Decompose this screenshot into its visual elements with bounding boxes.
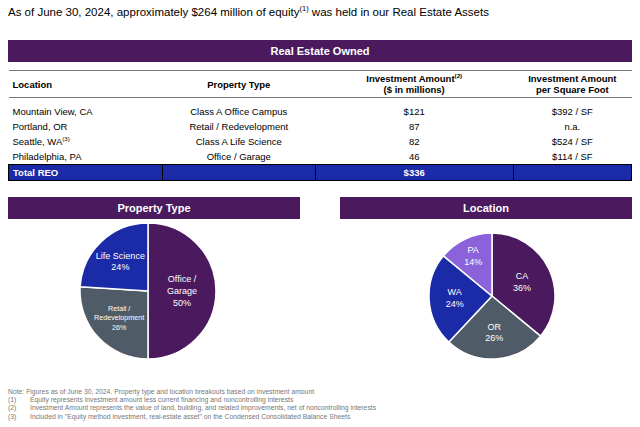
html-text:Location: Location [463,202,509,214]
html-text:Office / Garage: Office / Garage [206,151,271,162]
svg-text:WA24%: WA24% [446,287,464,309]
html-text:$524 / SF: $524 / SF [551,136,593,147]
html-text:Property Type: Property Type [207,78,271,90]
html-text:(3): (3) [8,412,17,420]
html-text:Real Estate Owned: Real Estate Owned [270,45,370,57]
html-text:Retail / Redevelopment: Retail / Redevelopment [189,121,289,132]
html-text:Class A Life Science: Class A Life Science [195,136,282,147]
html-text:$114 / SF: $114 / SF [552,151,593,162]
html-text:$392 / SF: $392 / SF [551,106,593,117]
svg-text:CA36%: CA36% [513,271,531,293]
html-text:per Square Foot: per Square Foot [535,84,609,95]
html-text:87: 87 [408,121,420,132]
html-text:Investment Amount represents t: Investment Amount represents the value o… [30,404,377,412]
html-text:Seattle, WA(3): Seattle, WA(3) [12,134,70,147]
html-text:Location: Location [12,78,53,90]
html-text:Investment Amount: Investment Amount [528,73,617,84]
svg-text:OR26%: OR26% [485,322,503,344]
html-text:$121: $121 [403,106,425,117]
html-text:82: 82 [408,136,420,147]
html-text:(2): (2) [8,404,17,412]
html-text:Note: Figures as of June 30, 2: Note: Figures as of June 30, 2024. Prope… [8,388,314,395]
html-text:Total REO: Total REO [13,167,59,178]
html-text:$336: $336 [403,167,425,178]
html-text:(1): (1) [8,396,17,404]
html-text:n.a.: n.a. [564,121,581,132]
html-text:Mountain View, CA: Mountain View, CA [12,106,93,117]
svg-text:Office /Garage50%: Office /Garage50% [167,274,197,307]
html-text:Included in "Equity method inv: Included in "Equity method investment, r… [30,412,351,420]
svg-text:Life Science24%: Life Science24% [96,251,145,273]
svg-text:Retail /Redevelopment26%: Retail /Redevelopment26% [94,305,144,332]
svg-text:PA14%: PA14% [464,245,482,267]
html-text:As of June 30, 2024, approxima: As of June 30, 2024, approximately $264 … [8,4,489,18]
html-text:Investment Amount(2): Investment Amount(2) [366,71,463,84]
html-text:Class A Office Campus: Class A Office Campus [190,106,288,117]
html-text:Equity represents investment a: Equity represents investment amount less… [30,396,294,404]
html-text:($ in millions): ($ in millions) [383,84,445,95]
html-text:Portland, OR: Portland, OR [12,121,68,132]
html-text:Property Type: Property Type [117,202,191,214]
html-text:46: 46 [408,151,420,162]
html-text:Philadelphia, PA: Philadelphia, PA [12,151,82,162]
